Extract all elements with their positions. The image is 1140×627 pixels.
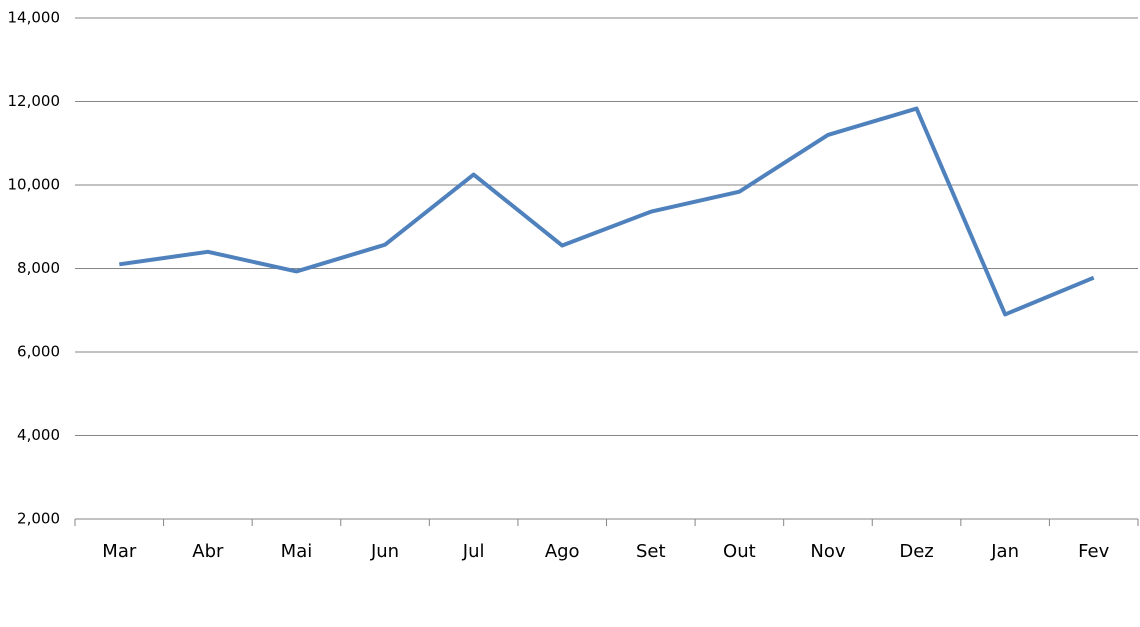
x-tick-label: Set <box>636 541 666 562</box>
y-tick-label: 14,000 <box>8 9 61 27</box>
x-tick-label: Out <box>723 541 756 562</box>
y-tick-label: 2,000 <box>17 510 60 528</box>
y-tick-label: 6,000 <box>17 343 60 361</box>
x-tick-label: Fev <box>1078 541 1109 562</box>
x-tick-label: Jan <box>990 541 1019 562</box>
x-tick-label: Dez <box>899 541 933 562</box>
x-tick-label: Nov <box>810 541 845 562</box>
data-line <box>119 106 1095 317</box>
x-tick-label: Jun <box>370 541 399 562</box>
x-tick-label: Ago <box>545 541 580 562</box>
x-tick-label: Abr <box>192 541 224 562</box>
x-tick-label: Mai <box>281 541 313 562</box>
x-tick-label: Mar <box>102 541 137 562</box>
y-tick-label: 12,000 <box>8 92 61 110</box>
y-tick-label: 8,000 <box>17 259 60 277</box>
y-tick-label: 10,000 <box>8 176 61 194</box>
y-tick-label: 4,000 <box>17 426 60 444</box>
x-tick-label: Jul <box>462 541 485 562</box>
